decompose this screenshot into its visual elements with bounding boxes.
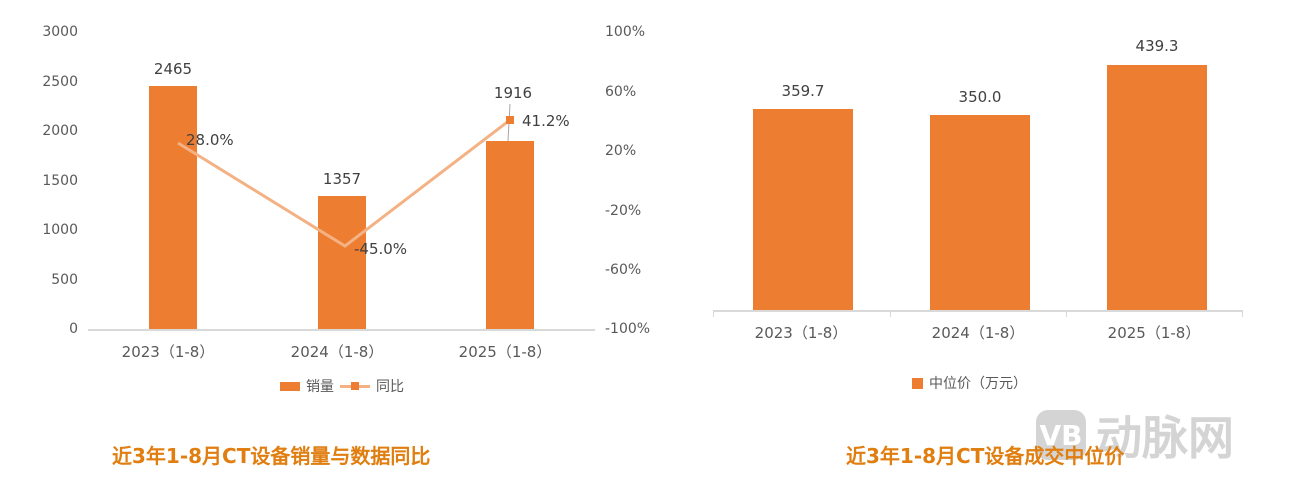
y-tick: 500: [51, 272, 78, 288]
x-label: 2023（1-8）: [754, 324, 848, 342]
legend-line-marker-icon: [340, 380, 370, 392]
bar-2024: [930, 115, 1030, 310]
x-label: 2025（1-8）: [458, 343, 552, 361]
axis-tick: [713, 310, 714, 317]
legend-label: 中位价（万元）: [929, 376, 1027, 392]
y2-tick: -60%: [605, 262, 642, 278]
bar-label: 2465: [153, 60, 193, 78]
bar-label: 350.0: [958, 88, 1002, 106]
x-label: 2024（1-8）: [290, 343, 384, 361]
x-axis-line: [88, 329, 595, 331]
x-label: 2025（1-8）: [1107, 324, 1201, 342]
chart-caption: 近3年1-8月CT设备销量与数据同比: [112, 444, 431, 468]
bar-2025: [486, 141, 534, 330]
line-label: 28.0%: [186, 131, 234, 149]
watermark-logo-icon: VB: [1036, 410, 1086, 460]
bar-2023: [753, 109, 853, 310]
bar-label: 439.3: [1135, 37, 1179, 55]
y-tick: 1500: [42, 173, 78, 189]
bar-2023: [149, 86, 197, 330]
legend: 销量 同比: [280, 376, 404, 396]
chart-caption: 近3年1-8月CT设备成交中位价: [846, 444, 1125, 468]
y2-tick: -20%: [605, 203, 642, 219]
line-label: -45.0%: [354, 240, 408, 258]
watermark: VB 动脉网: [1036, 402, 1234, 468]
y-tick: 0: [69, 321, 78, 337]
watermark-text: 动脉网: [1096, 411, 1234, 465]
legend-bar-label: 销量: [306, 379, 334, 395]
bar-2025: [1107, 65, 1207, 310]
y2-tick: 60%: [605, 84, 637, 100]
legend: 中位价（万元）: [912, 373, 1027, 393]
axis-tick: [890, 310, 891, 317]
yoy-line: [177, 103, 514, 248]
line-label: 41.2%: [522, 112, 570, 130]
bar-label: 1916: [493, 84, 533, 102]
axis-tick: [1242, 310, 1243, 317]
y2-tick: -100%: [605, 321, 651, 337]
x-label: 2023（1-8）: [121, 343, 215, 361]
y-tick: 3000: [42, 24, 78, 40]
legend-bar-swatch-icon: [912, 377, 923, 389]
bar-label: 359.7: [781, 82, 825, 100]
y2-tick: 20%: [605, 143, 637, 159]
legend-bar-swatch-icon: [280, 381, 300, 391]
bar-label: 1357: [322, 170, 362, 188]
y-tick: 2000: [42, 123, 78, 139]
y-tick: 2500: [42, 74, 78, 90]
axis-tick: [1066, 310, 1067, 317]
x-axis-line: [713, 310, 1243, 312]
y-tick: 1000: [42, 222, 78, 238]
x-label: 2024（1-8）: [931, 324, 1025, 342]
legend-line-label: 同比: [376, 379, 404, 395]
y2-tick: 100%: [605, 24, 646, 40]
bar-2024: [318, 196, 366, 330]
